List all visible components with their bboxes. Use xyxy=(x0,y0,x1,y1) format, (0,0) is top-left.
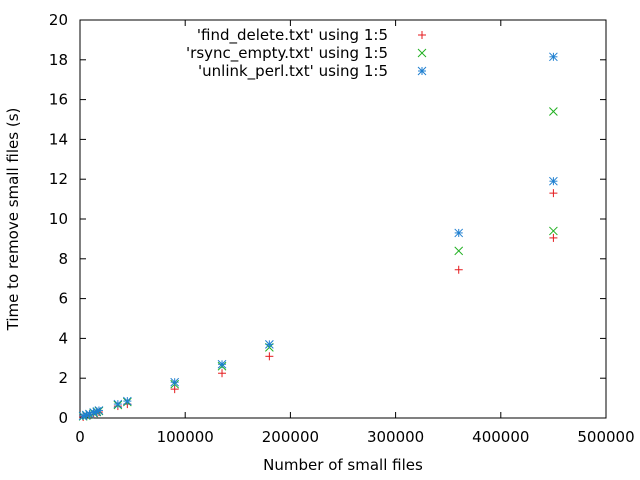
data-point xyxy=(549,189,558,198)
y-tick-label: 14 xyxy=(49,130,68,148)
data-point xyxy=(549,226,558,236)
y-tick-label: 18 xyxy=(49,51,68,69)
x-tick-label: 400000 xyxy=(472,428,529,446)
legend-marker xyxy=(417,48,427,58)
y-tick-label: 10 xyxy=(49,210,68,228)
data-point xyxy=(549,107,558,116)
data-point xyxy=(265,352,274,361)
data-points xyxy=(78,52,558,422)
data-point xyxy=(549,233,558,242)
x-tick-label: 200000 xyxy=(262,428,319,446)
data-point xyxy=(549,52,558,62)
y-tick-label: 20 xyxy=(49,11,68,29)
y-axis-title: Time to remove small files (s) xyxy=(4,108,22,332)
data-point xyxy=(454,246,464,256)
data-point xyxy=(265,340,274,349)
y-tick-label: 16 xyxy=(49,91,68,109)
x-tick-label: 300000 xyxy=(367,428,424,446)
axes: 0 100000 200000 300000 400000 500000 0 2 4 6 8 10 12… xyxy=(49,11,635,446)
data-point xyxy=(122,396,132,406)
y-tick-label: 2 xyxy=(58,369,68,387)
series-3 xyxy=(78,52,558,421)
legend-marker xyxy=(417,66,427,76)
x-tick-label: 0 xyxy=(75,428,85,446)
data-point xyxy=(454,265,463,274)
data-point xyxy=(170,377,180,387)
data-point xyxy=(218,369,227,378)
data-point xyxy=(94,406,104,415)
legend-label: 'find_delete.txt' using 1:5 xyxy=(197,26,388,45)
y-tick-label: 0 xyxy=(58,409,68,427)
x-tick-label: 500000 xyxy=(577,428,634,446)
x-tick-label: 100000 xyxy=(157,428,214,446)
y-tick-label: 6 xyxy=(58,290,68,308)
y-tick-label: 4 xyxy=(58,329,68,347)
data-point xyxy=(170,385,179,394)
legend-label: 'rsync_empty.txt' using 1:5 xyxy=(186,44,388,63)
legend: 'find_delete.txt' using 1:5'rsync_empty.… xyxy=(186,26,427,81)
x-axis-title: Number of small files xyxy=(263,456,423,474)
y-tick-label: 8 xyxy=(58,250,68,268)
data-point xyxy=(549,176,558,186)
data-point xyxy=(454,228,464,238)
series-2 xyxy=(78,107,558,421)
y-tick-label: 12 xyxy=(49,170,68,188)
legend-marker xyxy=(418,31,426,39)
data-point xyxy=(113,399,123,409)
data-point xyxy=(217,359,227,369)
series-1 xyxy=(79,189,558,422)
legend-label: 'unlink_perl.txt' using 1:5 xyxy=(198,62,388,81)
